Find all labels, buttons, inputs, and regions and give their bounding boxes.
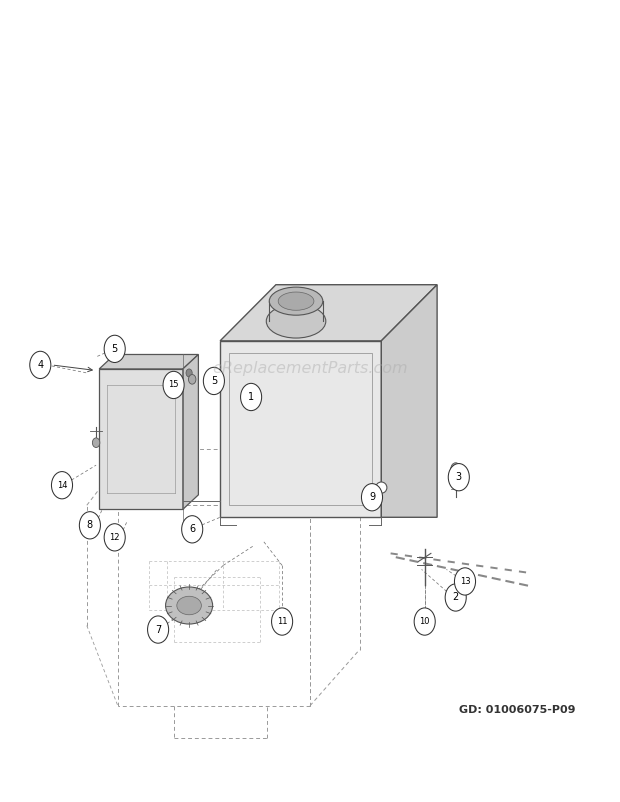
Circle shape	[92, 438, 100, 448]
Text: 11: 11	[277, 617, 287, 626]
Polygon shape	[99, 369, 183, 509]
Circle shape	[414, 608, 435, 635]
Circle shape	[163, 371, 184, 399]
Polygon shape	[183, 354, 198, 509]
Text: 5: 5	[112, 344, 118, 354]
Circle shape	[148, 616, 169, 643]
Circle shape	[445, 584, 466, 611]
Circle shape	[454, 568, 476, 595]
Text: 7: 7	[155, 625, 161, 634]
Circle shape	[211, 367, 217, 375]
Text: 13: 13	[459, 577, 471, 586]
Text: 10: 10	[420, 617, 430, 626]
Circle shape	[182, 516, 203, 543]
Text: 14: 14	[57, 480, 67, 490]
Polygon shape	[99, 354, 198, 369]
Text: eReplacementParts.com: eReplacementParts.com	[212, 362, 408, 376]
Circle shape	[30, 351, 51, 379]
Text: 6: 6	[189, 525, 195, 534]
Text: 2: 2	[453, 593, 459, 602]
Text: 9: 9	[369, 492, 375, 502]
Text: 3: 3	[456, 472, 462, 482]
Circle shape	[51, 472, 73, 499]
Text: 12: 12	[110, 533, 120, 542]
Polygon shape	[381, 285, 437, 517]
Ellipse shape	[376, 482, 387, 493]
Text: 8: 8	[87, 520, 93, 530]
Circle shape	[186, 369, 192, 377]
Polygon shape	[220, 341, 381, 517]
Circle shape	[104, 335, 125, 363]
Ellipse shape	[278, 292, 314, 310]
Text: 5: 5	[211, 376, 217, 386]
Circle shape	[448, 464, 469, 491]
Circle shape	[79, 512, 100, 539]
Text: 1: 1	[248, 392, 254, 402]
Circle shape	[203, 367, 224, 395]
Circle shape	[361, 484, 383, 511]
Circle shape	[188, 375, 196, 384]
Text: 4: 4	[37, 360, 43, 370]
Circle shape	[451, 463, 461, 476]
Circle shape	[241, 383, 262, 411]
Circle shape	[272, 608, 293, 635]
Text: GD: 01006075-P09: GD: 01006075-P09	[459, 705, 576, 715]
Ellipse shape	[177, 596, 202, 615]
Polygon shape	[220, 285, 437, 341]
Circle shape	[104, 524, 125, 551]
Text: 15: 15	[169, 380, 179, 390]
Ellipse shape	[266, 305, 326, 338]
Ellipse shape	[166, 587, 213, 624]
Ellipse shape	[269, 287, 323, 315]
